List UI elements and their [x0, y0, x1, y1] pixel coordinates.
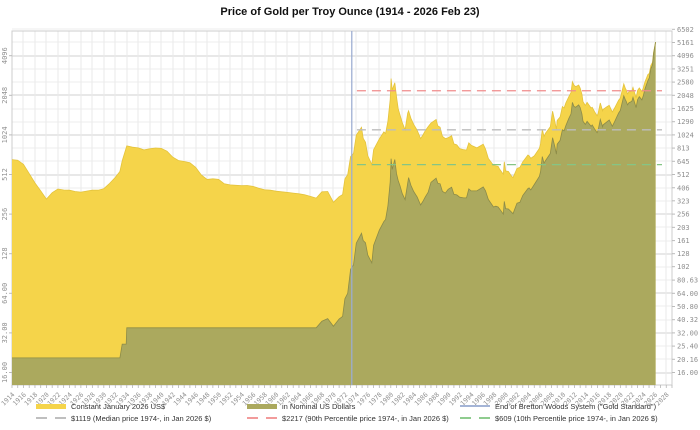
svg-text:256: 256 [677, 211, 690, 219]
legend-column-1: Constant January 2026 US$ $1119 (Median … [36, 401, 211, 423]
legend-label: in Nominal US Dollars [282, 401, 356, 411]
svg-text:2580: 2580 [677, 79, 694, 87]
svg-text:16.00: 16.00 [677, 369, 698, 377]
legend-column-3: End of Bretton Woods System ("Gold Stand… [460, 401, 658, 423]
svg-text:1024: 1024 [677, 131, 694, 139]
svg-text:6502: 6502 [677, 26, 694, 34]
svg-text:20.16: 20.16 [677, 356, 698, 364]
svg-text:64.00: 64.00 [1, 283, 9, 304]
legend-item-10th-percentile: $609 (10th Percentile price 1974-, in Ja… [460, 413, 658, 423]
svg-text:102: 102 [677, 263, 690, 271]
legend-swatch-bretton-woods [460, 405, 490, 407]
svg-text:161: 161 [677, 237, 690, 245]
legend-swatch-90th-percentile [247, 417, 277, 419]
svg-text:25.40: 25.40 [677, 343, 698, 351]
svg-text:2048: 2048 [677, 92, 694, 100]
legend-item-median: $1119 (Median price 1974-, in Jan 2026 $… [36, 413, 211, 423]
svg-text:1290: 1290 [677, 118, 694, 126]
legend-item-nominal-usd: in Nominal US Dollars [247, 401, 449, 411]
svg-text:40.32: 40.32 [677, 316, 698, 324]
svg-text:3251: 3251 [677, 65, 694, 73]
legend-item-bretton-woods: End of Bretton Woods System ("Gold Stand… [460, 401, 658, 411]
svg-text:2048: 2048 [1, 87, 9, 104]
legend-label: Constant January 2026 US$ [71, 401, 166, 411]
svg-text:256: 256 [1, 208, 9, 221]
svg-text:645: 645 [677, 158, 690, 166]
legend-item-90th-percentile: $2217 (90th Percentile price 1974-, in J… [247, 413, 449, 423]
svg-text:32.00: 32.00 [677, 329, 698, 337]
svg-text:32.00: 32.00 [1, 322, 9, 343]
svg-text:512: 512 [1, 168, 9, 181]
svg-text:128: 128 [677, 250, 690, 258]
svg-text:64.00: 64.00 [677, 290, 698, 298]
svg-text:4096: 4096 [677, 52, 694, 60]
legend-swatch-median [36, 417, 66, 419]
legend-swatch-constant-usd [36, 403, 66, 409]
legend-item-constant-usd: Constant January 2026 US$ [36, 401, 211, 411]
legend-column-2: in Nominal US Dollars $2217 (90th Percen… [247, 401, 449, 423]
svg-text:5161: 5161 [677, 39, 694, 47]
svg-text:203: 203 [677, 224, 690, 232]
svg-text:406: 406 [677, 184, 690, 192]
svg-text:128: 128 [1, 247, 9, 260]
svg-text:1625: 1625 [677, 105, 694, 113]
chart-legend: Constant January 2026 US$ $1119 (Median … [0, 398, 700, 428]
legend-label: End of Bretton Woods System ("Gold Stand… [495, 401, 657, 411]
svg-text:4096: 4096 [1, 47, 9, 64]
legend-swatch-10th-percentile [460, 417, 490, 419]
legend-swatch-nominal-usd [247, 403, 277, 409]
svg-text:1024: 1024 [1, 126, 9, 143]
svg-text:323: 323 [677, 197, 690, 205]
svg-text:512: 512 [677, 171, 690, 179]
svg-text:80.63: 80.63 [677, 277, 698, 285]
svg-text:50.80: 50.80 [677, 303, 698, 311]
legend-label: $1119 (Median price 1974-, in Jan 2026 $… [71, 413, 212, 423]
svg-text:813: 813 [677, 145, 690, 153]
svg-text:16.00: 16.00 [1, 362, 9, 383]
chart-title: Price of Gold per Troy Ounce (1914 - 202… [220, 6, 480, 18]
legend-label: $609 (10th Percentile price 1974-, in Ja… [495, 413, 658, 423]
legend-label: $2217 (90th Percentile price 1974-, in J… [282, 413, 449, 423]
